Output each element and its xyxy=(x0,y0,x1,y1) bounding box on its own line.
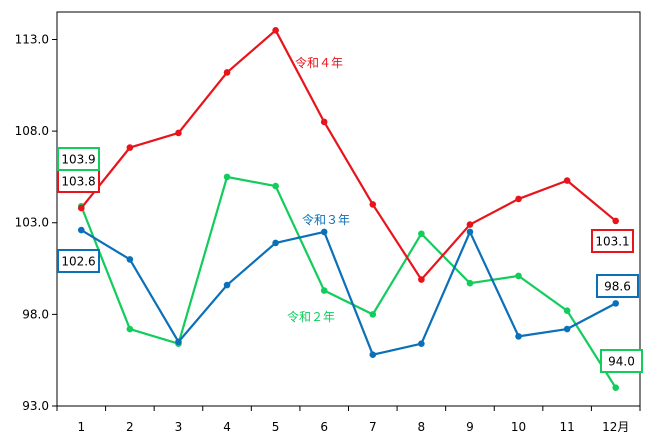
y-tick-label: 93.0 xyxy=(22,399,49,413)
data-point xyxy=(369,311,377,318)
data-label-box xyxy=(600,349,643,373)
data-label: 103.8 xyxy=(61,175,95,189)
data-label: 102.6 xyxy=(61,255,95,269)
y-tick-label: 113.0 xyxy=(15,32,49,46)
data-point xyxy=(223,69,231,76)
data-point xyxy=(272,239,279,247)
data-point xyxy=(515,272,522,280)
x-tick-label: 1 xyxy=(77,420,85,434)
data-point xyxy=(418,276,425,283)
plot-frame xyxy=(56,11,641,407)
data-point xyxy=(77,204,85,212)
series-line-1 xyxy=(80,229,617,356)
data-point xyxy=(175,338,182,346)
data-point xyxy=(320,228,328,236)
data-label-box xyxy=(591,229,634,253)
data-point xyxy=(515,333,522,340)
data-point xyxy=(320,287,328,294)
data-point xyxy=(369,201,377,208)
data-point xyxy=(418,230,425,238)
data-point xyxy=(563,325,571,333)
x-tick-label: 2 xyxy=(126,420,134,434)
x-tick-label: 11 xyxy=(559,420,574,434)
data-point xyxy=(515,195,522,203)
data-label: 103.9 xyxy=(61,153,95,167)
x-tick-label: 12月 xyxy=(602,420,629,434)
series-name-label: 令和３年 xyxy=(302,212,350,227)
data-point xyxy=(126,256,134,263)
x-tick-label: 5 xyxy=(272,420,280,434)
data-point xyxy=(466,228,474,236)
series-name-label: 令和２年 xyxy=(287,309,335,324)
data-point xyxy=(418,340,425,347)
y-tick-label: 98.0 xyxy=(22,307,49,321)
data-point xyxy=(320,118,328,126)
data-point xyxy=(126,325,134,333)
data-point xyxy=(563,307,571,315)
data-point xyxy=(563,177,571,184)
x-tick-label: 3 xyxy=(175,420,183,434)
x-tick-label: 6 xyxy=(320,420,328,434)
x-tick-label: 4 xyxy=(223,420,231,434)
series-name-label: 令和４年 xyxy=(295,55,343,70)
data-point xyxy=(466,279,474,287)
x-tick-label: 9 xyxy=(466,420,474,434)
x-tick-label: 8 xyxy=(418,420,426,434)
data-label: 103.1 xyxy=(595,235,629,249)
data-point xyxy=(612,217,620,225)
x-tick-label: 7 xyxy=(369,420,377,434)
data-point xyxy=(223,281,231,289)
data-point xyxy=(612,384,620,391)
y-tick-label: 103.0 xyxy=(15,216,49,230)
data-point xyxy=(77,226,85,234)
data-point xyxy=(369,351,377,358)
data-point xyxy=(466,221,474,228)
data-point xyxy=(272,27,279,34)
x-tick-label: 10 xyxy=(511,420,526,434)
data-point xyxy=(612,300,620,307)
data-label-box xyxy=(57,147,100,171)
data-point xyxy=(223,173,231,181)
data-point xyxy=(126,144,134,151)
data-label-box xyxy=(596,274,639,298)
y-tick-label: 108.0 xyxy=(15,124,49,138)
data-label: 98.6 xyxy=(604,280,631,294)
data-point xyxy=(175,129,182,137)
series-line-0 xyxy=(80,29,617,281)
data-point xyxy=(272,182,279,190)
data-label-box xyxy=(57,249,100,273)
series-line-2 xyxy=(80,175,617,389)
data-label: 94.0 xyxy=(608,355,635,369)
